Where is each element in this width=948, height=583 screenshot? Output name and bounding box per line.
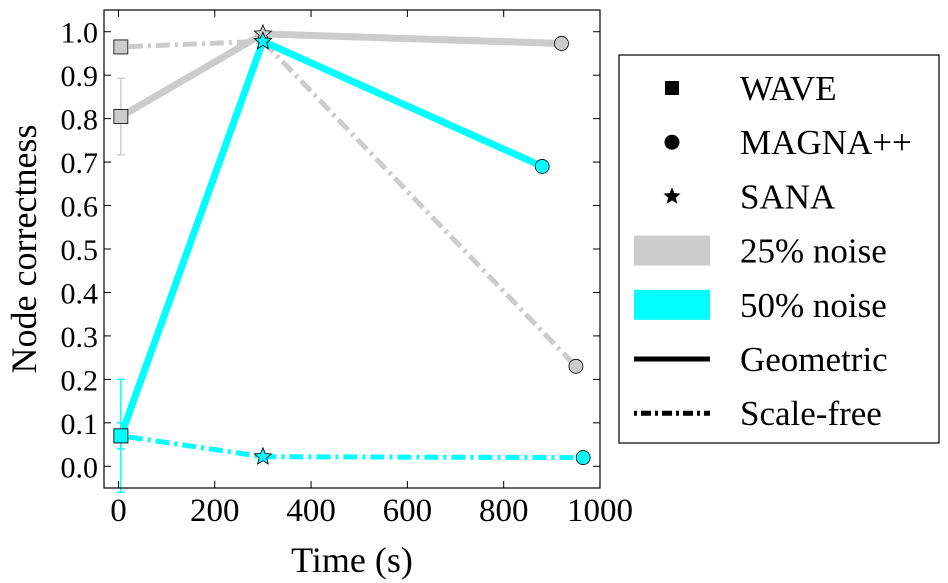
marker-sana-50-noise-geometric — [253, 31, 273, 50]
legend-entry-wave: WAVE — [665, 69, 837, 108]
y-tick-label: 0.1 — [61, 408, 99, 441]
x-tick-label: 600 — [383, 493, 433, 529]
y-tick-label: 0.3 — [61, 321, 99, 354]
legend-label: SANA — [740, 177, 836, 216]
series-line-25-noise-scale-free — [120, 38, 578, 369]
y-tick-label: 0.4 — [61, 277, 99, 310]
legend-label: Geometric — [740, 340, 888, 379]
legend-star-icon — [663, 187, 681, 204]
legend: WAVE MAGNA++ SANA 25% noise 50% noise Geometr… — [618, 54, 940, 444]
marker-wave-50-noise-scale-free — [113, 428, 129, 444]
legend-color-swatch — [634, 289, 710, 320]
y-tick-label: 0.2 — [61, 364, 99, 397]
x-tick-label: 400 — [286, 493, 336, 529]
legend-entry-geometric: Geometric — [634, 340, 888, 379]
legend-circle-icon — [664, 134, 680, 150]
y-tick-label: 0.8 — [61, 104, 99, 137]
legend-entry-sana: SANA — [663, 177, 836, 216]
marker-wave-25-noise-scale-free — [113, 39, 129, 55]
y-tick-label: 0.5 — [61, 234, 99, 267]
marker-magna-50-noise-geometric — [534, 159, 550, 174]
legend-label: 50% noise — [740, 286, 887, 325]
legend-label: MAGNA++ — [740, 123, 912, 162]
legend-label: Scale-free — [740, 394, 882, 433]
y-tick-label: 0.0 — [61, 451, 99, 484]
legend-entry-magna: MAGNA++ — [664, 123, 912, 162]
x-tick-label: 1000 — [567, 493, 633, 529]
x-tick-label: 800 — [479, 493, 529, 529]
y-tick-label: 0.7 — [61, 147, 99, 180]
marker-magna-25-noise-scale-free — [568, 358, 584, 374]
series-line-50-noise-geometric — [117, 37, 544, 438]
legend-entry-scale-free: Scale-free — [634, 394, 882, 433]
x-axis-label: Time (s) — [291, 540, 413, 580]
y-tick-label: 0.9 — [61, 60, 99, 93]
legend-entry-25-noise: 25% noise — [634, 232, 887, 271]
y-tick-label: 1.0 — [61, 17, 99, 50]
series-line-50-noise-scale-free — [120, 433, 584, 461]
legend-entry-50-noise: 50% noise — [634, 286, 887, 325]
plot-area — [113, 23, 591, 494]
marker-magna-25-noise-geometric — [554, 36, 569, 51]
legend-color-swatch — [634, 235, 710, 266]
axes: 0 200 400 600 800 1000 0.0 0.1 0.2 0.3 0.4 0.5 0.6 0.… — [4, 9, 633, 580]
marker-wave-25-noise-geometric — [113, 109, 129, 124]
legend-label: 25% noise — [740, 232, 887, 271]
y-axis-label: Node correctness — [4, 125, 44, 374]
x-tick-label: 200 — [190, 493, 240, 529]
marker-magna-50-noise-scale-free — [575, 450, 591, 465]
marker-sana-50-noise-scale-free — [253, 446, 273, 465]
legend-square-icon — [665, 81, 679, 95]
x-tick-label: 0 — [110, 493, 127, 529]
y-tick-label: 0.6 — [61, 191, 99, 224]
legend-label: WAVE — [740, 69, 837, 108]
